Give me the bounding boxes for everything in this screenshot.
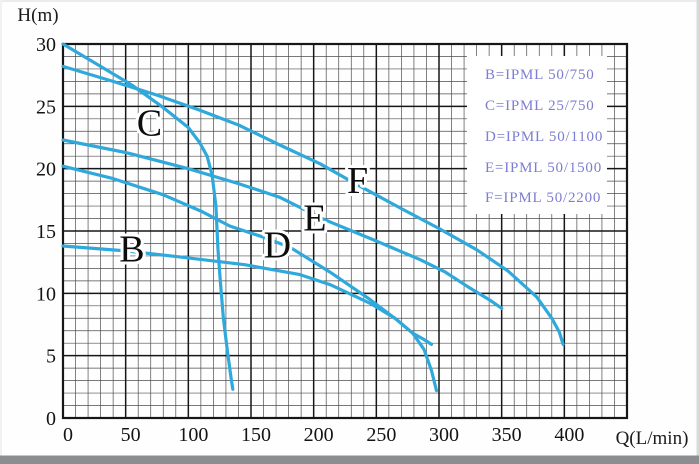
- x-tick-label-250: 250: [366, 424, 396, 446]
- x-tick-label-200: 200: [304, 424, 334, 446]
- curve-B: [61, 244, 434, 346]
- x-tick-label-300: 300: [429, 424, 459, 446]
- x-tick-label-50: 50: [121, 424, 141, 446]
- axis-ticks: 0 50 100 150 200 250 300 350 400 0 5 10 15 20 25 30: [36, 34, 584, 446]
- curve-D: [61, 164, 439, 393]
- legend-entry-d: D=IPML 50/1100: [485, 129, 603, 145]
- plot-border: [61, 42, 629, 420]
- curve-label-C: C: [137, 103, 162, 145]
- curve-label-E: E: [303, 197, 326, 239]
- curve-F: [61, 64, 565, 346]
- scan-edge-right: [696, 0, 699, 464]
- x-tick-label-150: 150: [241, 424, 271, 446]
- legend-entry-b: B=IPML 50/750: [485, 67, 595, 83]
- y-tick-label-15: 15: [36, 221, 56, 243]
- curve-E: [61, 138, 504, 310]
- x-tick-label-100: 100: [178, 424, 208, 446]
- y-tick-label-25: 25: [36, 96, 56, 118]
- curve-C: [61, 42, 235, 391]
- curve-label-D: D: [264, 225, 291, 267]
- y-tick-label-10: 10: [36, 283, 56, 305]
- legend-entry-c: C=IPML 25/750: [485, 98, 595, 114]
- curve-label-B: B: [119, 228, 144, 270]
- curves: [61, 42, 565, 393]
- scan-edge-top: [0, 0, 699, 2]
- x-tick-label-350: 350: [492, 424, 522, 446]
- curve-label-F: F: [347, 160, 368, 202]
- legend-box: [467, 56, 607, 214]
- grid: [61, 42, 629, 420]
- curve-labels: B C DEF: [116, 100, 371, 274]
- y-axis-title: H(m): [17, 5, 58, 26]
- y-tick-label-20: 20: [36, 159, 56, 181]
- legend: B=IPML 50/750 C=IPML 25/750 D=IPML 50/11…: [467, 56, 607, 214]
- y-tick-label-5: 5: [46, 346, 56, 368]
- scan-edge-bottom: [0, 455, 699, 464]
- legend-entry-e: E=IPML 50/1500: [485, 160, 602, 176]
- legend-entry-f: F=IPML 50/2200: [485, 190, 601, 206]
- x-axis-title: Q(L/min): [616, 428, 689, 449]
- x-tick-label-400: 400: [554, 424, 584, 446]
- scan-edge-left: [0, 0, 2, 464]
- y-tick-label-30: 30: [36, 34, 56, 56]
- y-tick-label-0: 0: [46, 408, 56, 430]
- x-tick-label-0: 0: [63, 424, 73, 446]
